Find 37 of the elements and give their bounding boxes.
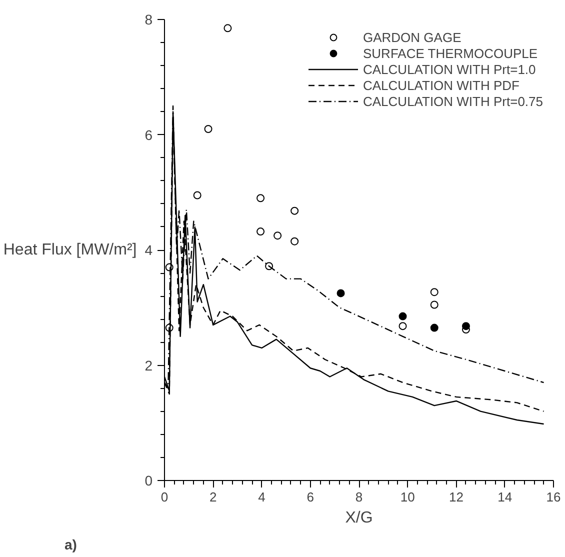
legend-label: GARDON GAGE xyxy=(363,29,462,45)
point xyxy=(398,322,407,330)
legend-label: CALCULATION WITH PDF xyxy=(363,77,520,93)
y-tick-label: 0 xyxy=(144,472,153,488)
x-tick-label: 6 xyxy=(306,490,314,504)
point xyxy=(430,324,438,332)
point xyxy=(204,124,212,133)
point xyxy=(398,312,407,320)
y-tick-label: 6 xyxy=(144,126,153,143)
x-tick-label: 16 xyxy=(546,490,561,504)
x-tick-label: 12 xyxy=(449,490,464,504)
point xyxy=(336,289,345,298)
x-tick-label: 0 xyxy=(160,490,168,504)
y-axis-title: Heat Flux [MW/m²] xyxy=(3,242,137,258)
x-tick-label: 14 xyxy=(498,490,512,504)
point xyxy=(462,322,470,330)
y-tick-label: 4 xyxy=(144,242,153,258)
legend-label: SURFACE THERMOCOUPLE xyxy=(363,45,538,61)
x-tick-label: 4 xyxy=(258,490,266,504)
point xyxy=(290,237,299,246)
text: a) xyxy=(64,536,77,552)
x-tick-label: 2 xyxy=(210,490,217,504)
x-tick-label: 8 xyxy=(355,490,363,504)
x-axis-title: X/G xyxy=(345,510,373,526)
y-tick-label: 8 xyxy=(144,12,153,28)
x-tick-label: 10 xyxy=(400,490,415,504)
point xyxy=(430,300,438,309)
point xyxy=(430,288,438,296)
point xyxy=(256,194,265,202)
y-tick-label: 2 xyxy=(144,357,153,374)
point xyxy=(193,191,202,200)
point xyxy=(290,206,299,215)
point xyxy=(224,24,232,32)
legend-label: CALCULATION WITH Prt=1.0 xyxy=(363,61,536,77)
point xyxy=(256,228,265,236)
legend-label: CALCULATION WITH Prt=0.75 xyxy=(363,93,543,109)
point xyxy=(274,232,282,240)
